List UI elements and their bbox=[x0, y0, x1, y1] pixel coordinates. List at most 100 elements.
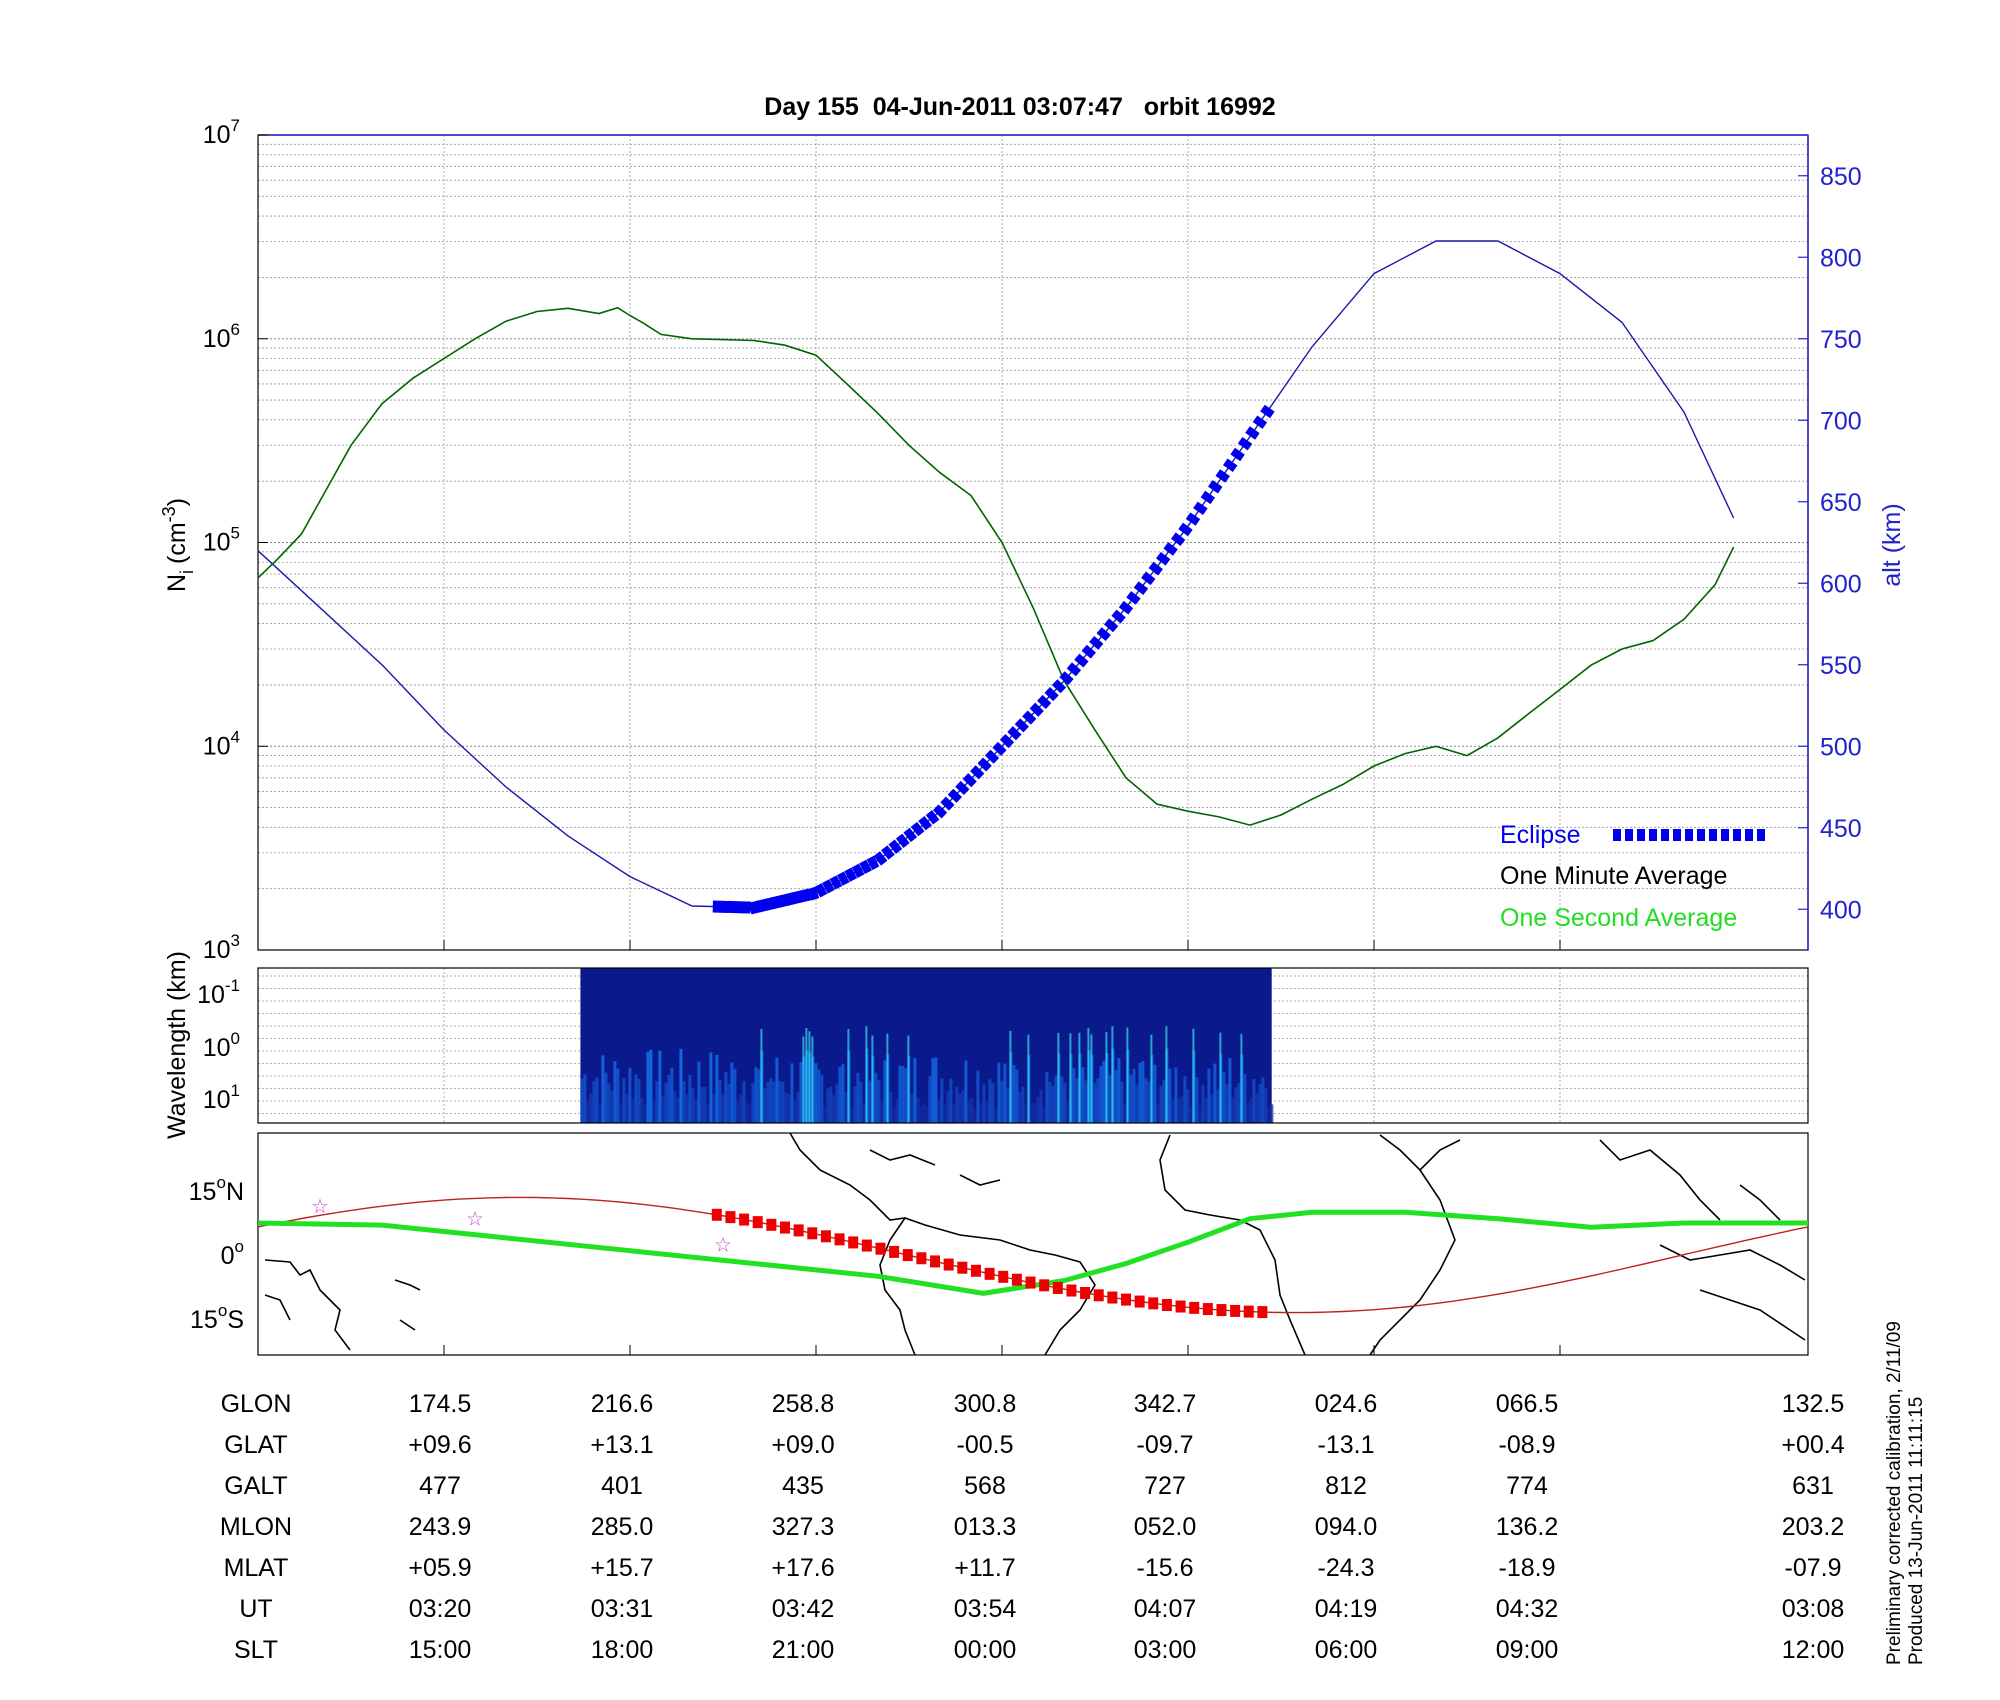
spectrogram-column bbox=[604, 1072, 608, 1123]
spectrogram-column bbox=[1036, 1096, 1040, 1123]
spectrogram-column bbox=[733, 1068, 737, 1123]
y-tick-label-exp: 7 bbox=[231, 116, 240, 135]
map-eclipse-mark bbox=[1134, 1295, 1145, 1308]
spectrogram-column bbox=[1096, 1078, 1100, 1123]
spectrogram-column bbox=[796, 1091, 800, 1123]
spectrogram-column bbox=[1084, 1080, 1088, 1123]
spectrogram-column bbox=[1216, 1089, 1220, 1123]
spectrogram-column bbox=[979, 1102, 983, 1123]
spectrogram-column bbox=[1246, 1102, 1250, 1123]
table-cell: 132.5 bbox=[1782, 1390, 1845, 1418]
spectrogram-burst bbox=[1027, 1034, 1030, 1123]
map-eclipse-mark bbox=[861, 1239, 872, 1252]
right-tick-label: 500 bbox=[1820, 733, 1862, 761]
spectrogram-column bbox=[670, 1067, 674, 1123]
y-tick-label-base: 10 bbox=[203, 529, 231, 557]
table-cell: 04:32 bbox=[1496, 1595, 1559, 1623]
ylabel-sub: i bbox=[177, 570, 197, 574]
top-x-ticks bbox=[443, 940, 1561, 950]
eclipse-mark bbox=[1178, 522, 1193, 537]
right-tick-label: 400 bbox=[1820, 896, 1862, 924]
eclipse-mark bbox=[1081, 644, 1096, 659]
spectrogram-column bbox=[598, 1103, 602, 1123]
spectrogram-column bbox=[1162, 1079, 1166, 1123]
map-coastlines bbox=[264, 1132, 1806, 1356]
spectrogram-burst bbox=[1126, 1027, 1129, 1123]
spectrogram-column bbox=[694, 1098, 698, 1123]
spectrogram-column bbox=[1138, 1062, 1142, 1123]
spectrogram-column bbox=[1063, 1082, 1067, 1123]
y-tick-label: 107 bbox=[203, 116, 240, 149]
eclipse-mark bbox=[1118, 600, 1134, 615]
table-row-label: MLON bbox=[220, 1513, 292, 1541]
table-cell: +05.9 bbox=[408, 1554, 471, 1582]
spectrogram-burst bbox=[808, 1031, 811, 1123]
spectrogram-column bbox=[961, 1090, 965, 1123]
spectrogram-column bbox=[1144, 1077, 1148, 1123]
map-eclipse-mark bbox=[957, 1261, 968, 1274]
spectrogram-column bbox=[1183, 1076, 1187, 1123]
spectrogram-column bbox=[601, 1055, 605, 1123]
spectrogram-column bbox=[1234, 1087, 1238, 1123]
table-cell: 18:00 bbox=[591, 1636, 654, 1664]
spectrogram-column bbox=[898, 1065, 902, 1123]
spectrogram-column bbox=[1117, 1058, 1121, 1123]
spectrogram-column bbox=[1249, 1098, 1253, 1123]
spectrogram-column bbox=[958, 1094, 962, 1123]
spectrogram-column bbox=[1186, 1089, 1190, 1123]
table-cell: 052.0 bbox=[1134, 1513, 1197, 1541]
eclipse-mark bbox=[1037, 694, 1052, 709]
spectrogram-column bbox=[1207, 1068, 1211, 1123]
spectrogram-y-tick-label: 101 bbox=[203, 1081, 240, 1114]
spectrogram-column bbox=[985, 1101, 989, 1123]
map-dip-equator-line bbox=[257, 1209, 1808, 1296]
legend-eclipse-label: Eclipse bbox=[1500, 821, 1581, 849]
y-tick-label-base: 10 bbox=[203, 121, 231, 149]
table-cell: 03:42 bbox=[772, 1595, 835, 1623]
map-eclipse-mark bbox=[1257, 1306, 1268, 1319]
table-cell: 03:00 bbox=[1134, 1636, 1197, 1664]
eclipse-mark bbox=[1170, 532, 1186, 547]
spectrogram-column bbox=[1015, 1069, 1019, 1123]
spectrogram-y-tick-label: 10-1 bbox=[197, 976, 240, 1009]
spectrogram-column bbox=[1000, 1080, 1004, 1123]
spectrogram-column bbox=[676, 1097, 680, 1123]
table-row-label: GLAT bbox=[224, 1431, 287, 1459]
eclipse-mark bbox=[918, 815, 932, 831]
spectrogram-column bbox=[589, 1093, 593, 1123]
eclipse-mark bbox=[1215, 469, 1230, 483]
spectrogram-column bbox=[970, 1098, 974, 1123]
right-tick-label: 550 bbox=[1820, 652, 1862, 680]
table-cell: 03:20 bbox=[409, 1595, 472, 1623]
spectrogram-column bbox=[1171, 1098, 1175, 1123]
spectrogram-y-axis-label: Wavelength (km) bbox=[163, 951, 191, 1139]
eclipse-mark bbox=[1148, 561, 1163, 576]
table-cell: 435 bbox=[782, 1472, 824, 1500]
table-row-label: MLAT bbox=[224, 1554, 289, 1582]
spectrogram-column bbox=[595, 1077, 599, 1123]
y-tick-label-exp: 3 bbox=[231, 931, 240, 950]
spectrogram-column bbox=[1147, 1081, 1151, 1123]
table-cell: 174.5 bbox=[409, 1390, 472, 1418]
map-eclipse-mark bbox=[1052, 1281, 1063, 1294]
map-eclipse-mark bbox=[1039, 1279, 1050, 1292]
spectrogram-column bbox=[955, 1086, 959, 1123]
eclipse-mark bbox=[836, 871, 850, 886]
spectrogram-column bbox=[1075, 1078, 1079, 1123]
spectrogram-column bbox=[916, 1097, 920, 1123]
spectrogram-column bbox=[1033, 1103, 1037, 1123]
map-eclipse-mark bbox=[1148, 1297, 1159, 1310]
map-y-tick-degree: o bbox=[218, 1301, 227, 1320]
table-cell: -24.3 bbox=[1318, 1554, 1375, 1582]
right-tick-label: 750 bbox=[1820, 326, 1862, 354]
spectrogram-column bbox=[1021, 1086, 1025, 1123]
spectrogram-column bbox=[658, 1050, 662, 1123]
table-cell: 12:00 bbox=[1782, 1636, 1845, 1664]
table-cell: 013.3 bbox=[954, 1513, 1017, 1541]
spectrogram-column bbox=[1003, 1063, 1007, 1123]
spectrogram-burst bbox=[871, 1035, 874, 1123]
coastline-path bbox=[1659, 1244, 1806, 1281]
right-tick-label: 600 bbox=[1820, 570, 1862, 598]
table-cell: 285.0 bbox=[591, 1513, 654, 1541]
spectrogram-column bbox=[763, 1088, 767, 1123]
